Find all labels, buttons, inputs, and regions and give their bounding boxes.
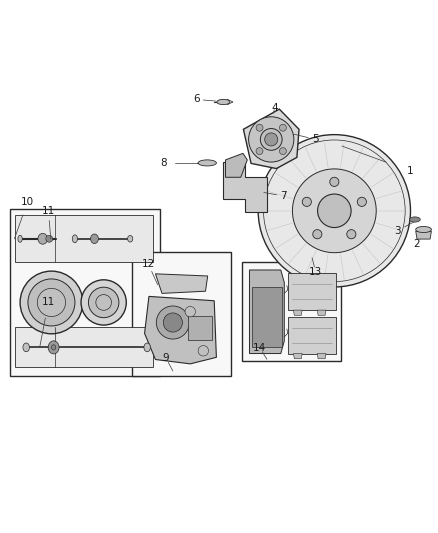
- Polygon shape: [317, 310, 326, 316]
- Polygon shape: [145, 296, 216, 364]
- Circle shape: [318, 194, 351, 228]
- Circle shape: [20, 271, 83, 334]
- Text: 13: 13: [309, 266, 322, 277]
- Circle shape: [302, 197, 311, 206]
- Bar: [10, 208, 160, 376]
- Text: 7: 7: [280, 191, 287, 201]
- Text: 8: 8: [160, 158, 166, 168]
- Circle shape: [88, 287, 119, 318]
- Circle shape: [81, 280, 126, 325]
- Polygon shape: [293, 353, 302, 359]
- Polygon shape: [226, 154, 247, 177]
- Ellipse shape: [144, 343, 150, 352]
- Polygon shape: [317, 353, 326, 359]
- Circle shape: [163, 313, 183, 332]
- Circle shape: [258, 135, 410, 287]
- Bar: [242, 262, 341, 361]
- Circle shape: [37, 288, 66, 317]
- Polygon shape: [155, 274, 208, 293]
- Text: 9: 9: [162, 353, 169, 363]
- Polygon shape: [250, 270, 284, 353]
- Circle shape: [357, 197, 367, 206]
- Text: 10: 10: [21, 197, 34, 207]
- Polygon shape: [223, 162, 267, 212]
- Bar: [15, 327, 153, 367]
- Circle shape: [256, 148, 263, 155]
- Bar: [15, 215, 153, 262]
- Bar: [252, 287, 282, 347]
- Bar: [288, 273, 336, 310]
- Bar: [132, 252, 231, 376]
- Polygon shape: [416, 231, 431, 239]
- Circle shape: [313, 230, 322, 239]
- Circle shape: [347, 230, 356, 239]
- Text: 4: 4: [272, 103, 278, 112]
- Circle shape: [293, 169, 376, 253]
- Text: 1: 1: [406, 166, 413, 176]
- Ellipse shape: [416, 227, 431, 232]
- Ellipse shape: [23, 343, 29, 352]
- Circle shape: [279, 124, 286, 131]
- Circle shape: [330, 177, 339, 187]
- Ellipse shape: [51, 345, 56, 350]
- Text: 3: 3: [394, 226, 401, 236]
- Circle shape: [265, 133, 278, 146]
- Text: 2: 2: [414, 239, 420, 249]
- Text: 12: 12: [142, 260, 155, 269]
- Ellipse shape: [410, 217, 420, 222]
- Polygon shape: [293, 310, 302, 316]
- Circle shape: [249, 117, 294, 162]
- Text: 5: 5: [312, 134, 319, 144]
- Ellipse shape: [217, 99, 230, 104]
- Ellipse shape: [48, 341, 59, 354]
- Text: 11: 11: [42, 206, 55, 216]
- Ellipse shape: [72, 235, 78, 243]
- Circle shape: [256, 124, 263, 131]
- Circle shape: [96, 295, 112, 310]
- Ellipse shape: [91, 234, 99, 244]
- Circle shape: [279, 148, 286, 155]
- Bar: [288, 317, 336, 353]
- Ellipse shape: [198, 160, 216, 166]
- Ellipse shape: [38, 233, 47, 244]
- Ellipse shape: [127, 236, 133, 242]
- Circle shape: [46, 235, 53, 243]
- Circle shape: [198, 345, 208, 356]
- Text: 11: 11: [42, 297, 55, 307]
- Circle shape: [156, 306, 189, 339]
- Text: 14: 14: [253, 343, 267, 353]
- Circle shape: [260, 128, 282, 150]
- Ellipse shape: [18, 235, 22, 243]
- Circle shape: [185, 306, 195, 317]
- Circle shape: [28, 279, 75, 326]
- Bar: [188, 316, 212, 340]
- Polygon shape: [244, 109, 299, 168]
- Text: 6: 6: [193, 94, 200, 104]
